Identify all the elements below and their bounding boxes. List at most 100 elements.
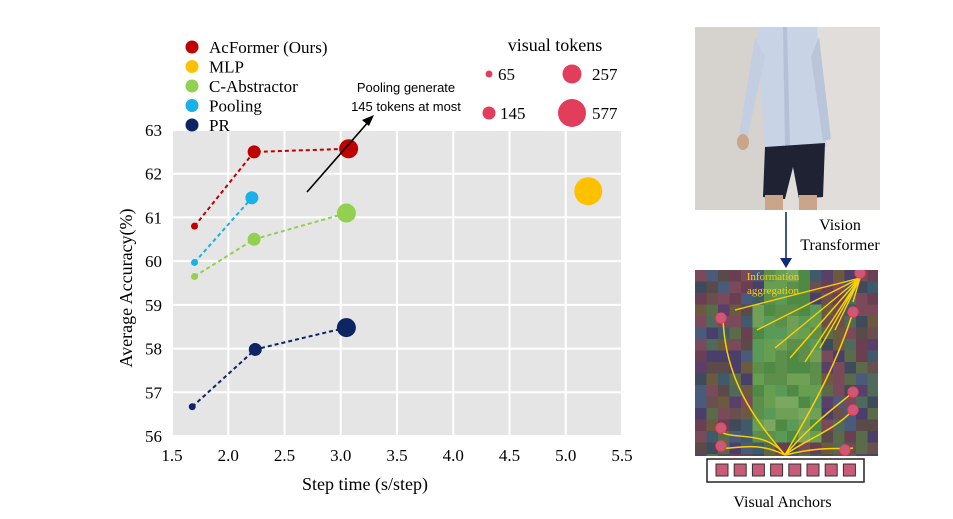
- feature-cell: [833, 362, 845, 374]
- feature-cell: [810, 270, 822, 282]
- feature-cell: [695, 419, 707, 432]
- feature-cell: [752, 327, 765, 340]
- feature-cell: [729, 419, 742, 432]
- aggregation-ray: [756, 277, 861, 331]
- legend-label: PR: [209, 116, 230, 135]
- feature-cell: [764, 281, 776, 294]
- feature-cell: [729, 454, 742, 456]
- x-tick-label: 4.0: [443, 446, 464, 465]
- feature-cell: [718, 373, 730, 386]
- feature-cell: [856, 316, 868, 328]
- feature-cell: [764, 373, 776, 386]
- feature-cell: [718, 362, 730, 374]
- feature-cell: [695, 316, 707, 328]
- feature-cell: [695, 293, 707, 305]
- feature-cell: [752, 339, 765, 351]
- feature-cell: [752, 442, 765, 455]
- feature-cell: [821, 350, 834, 363]
- feature-cell: [856, 385, 868, 397]
- feature-cell: [856, 281, 868, 294]
- feature-cell: [844, 350, 857, 363]
- plot-area: 1.5 2.0 2.5 3.0 3.5 4.0 4.5 5.0 5.5 56 57 58 59 60 61 6…: [116, 121, 633, 495]
- anchor-token: [733, 463, 747, 477]
- size-legend-label: 577: [592, 104, 618, 123]
- feature-cell: [695, 270, 707, 282]
- feature-cell: [787, 373, 799, 386]
- transformer-label: Transformer: [800, 237, 880, 254]
- feature-cell: [741, 362, 753, 374]
- legend-label: AcFormer (Ours): [209, 38, 328, 57]
- feature-cell: [752, 373, 765, 386]
- feature-cell: [856, 431, 868, 443]
- size-legend-marker: [558, 99, 586, 127]
- feature-cell: [787, 281, 799, 294]
- feature-cell: [775, 281, 788, 294]
- feature-cell: [718, 396, 730, 409]
- feature-cell: [787, 396, 799, 409]
- data-point: [339, 139, 359, 159]
- x-tick-label: 1.5: [161, 446, 182, 465]
- feature-cell: [729, 327, 742, 340]
- feature-cell: [844, 373, 857, 386]
- feature-cell: [833, 270, 845, 282]
- feature-cell: [810, 373, 822, 386]
- anchor-node: [715, 422, 727, 434]
- feature-cell: [752, 385, 765, 397]
- x-tick-label: 4.5: [499, 446, 520, 465]
- anchor-token: [751, 463, 765, 477]
- size-legend-marker: [562, 64, 582, 84]
- feature-cell: [867, 350, 878, 363]
- anchor-node: [854, 270, 866, 279]
- feature-cell: [775, 373, 788, 386]
- feature-cell: [867, 408, 878, 420]
- size-legend-label: 257: [592, 65, 618, 84]
- legend-marker: [185, 118, 199, 132]
- feature-cell: [821, 396, 834, 409]
- feature-cell: [867, 431, 878, 443]
- feature-cell: [764, 304, 776, 317]
- series-line: [193, 147, 349, 227]
- feature-cell: [821, 281, 834, 294]
- feature-cell: [844, 362, 857, 374]
- feature-cell: [752, 431, 765, 443]
- legend-marker: [185, 40, 199, 54]
- feature-cell: [706, 408, 719, 420]
- feature-cell: [810, 293, 822, 305]
- feature-cell: [775, 408, 788, 420]
- aggregation-ray: [789, 277, 861, 359]
- feature-cell: [764, 327, 776, 340]
- feature-cell: [775, 419, 788, 432]
- anchor-token: [806, 463, 820, 477]
- data-point: [191, 258, 198, 266]
- feature-cell: [810, 442, 822, 455]
- feature-cell: [695, 454, 707, 456]
- annotation-line2: 145 tokens at most: [351, 99, 461, 114]
- feature-cell: [844, 431, 857, 443]
- feature-cell: [844, 454, 857, 456]
- feature-cell: [810, 304, 822, 317]
- visual-anchors-label: Visual Anchors: [733, 494, 832, 511]
- feature-cell: [741, 293, 753, 305]
- aggregation-ray: [852, 277, 861, 303]
- feature-cell: [741, 316, 753, 328]
- anchor-node: [847, 386, 859, 398]
- feature-map: Information aggregation: [695, 270, 878, 456]
- vit-arrow-head: [780, 258, 792, 268]
- feature-cell: [810, 419, 822, 432]
- feature-cell: [706, 293, 719, 305]
- feature-cell: [775, 304, 788, 317]
- feature-cell: [867, 385, 878, 397]
- y-tick-label: 61: [145, 208, 162, 227]
- feature-cell: [856, 408, 868, 420]
- info-label-2: aggregation: [747, 285, 799, 297]
- aggregation-curve: [784, 409, 854, 456]
- y-tick-label: 60: [145, 252, 162, 271]
- aggregation-ray: [804, 277, 861, 363]
- feature-cell: [787, 408, 799, 420]
- feature-cell: [867, 293, 878, 305]
- feature-cell: [764, 270, 776, 282]
- feature-cell: [764, 419, 776, 432]
- feature-cell: [729, 339, 742, 351]
- feature-cell: [764, 385, 776, 397]
